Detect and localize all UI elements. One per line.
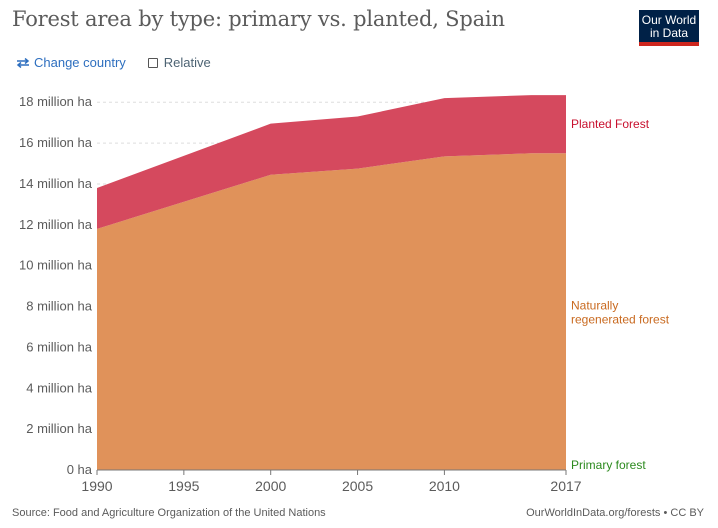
relative-checkbox[interactable] [147, 57, 158, 68]
x-tick-label: 2000 [255, 478, 286, 494]
y-tick-label: 6 million ha [26, 339, 93, 354]
logo-line1: Our World [641, 13, 697, 27]
source-link[interactable]: OurWorldInData.org/forests • CC BY [526, 507, 704, 519]
source-note: Source: Food and Agriculture Organizatio… [12, 507, 326, 519]
y-tick-label: 18 million ha [19, 94, 93, 109]
forest-area-chart: 0 ha 2 million ha 4 million ha 6 million ha… [19, 94, 670, 494]
chart-title: Forest area by type: primary vs. planted… [12, 7, 505, 31]
series-label-planted-forest: Planted Forest [571, 117, 650, 131]
y-tick-label: 14 million ha [19, 176, 93, 191]
series-label-naturally-regenerated-forest: Naturally regenerated forest [571, 299, 670, 327]
owid-logo[interactable]: Our World in Data [639, 10, 699, 46]
swap-arrows-icon [16, 57, 30, 68]
x-tick-label: 1995 [168, 478, 199, 494]
change-country-label: Change country [34, 55, 126, 70]
x-tick-label: 1990 [81, 478, 112, 494]
area-naturally-regenerated-forest[interactable] [97, 153, 566, 470]
change-country-button[interactable]: Change country [16, 55, 126, 70]
y-tick-label: 10 million ha [19, 258, 93, 273]
x-tick-label: 2005 [342, 478, 373, 494]
chart-controls: Change country Relative [16, 55, 211, 70]
logo-line2: in Data [649, 26, 689, 40]
x-tick-label: 2010 [429, 478, 460, 494]
y-tick-label: 2 million ha [26, 421, 93, 436]
x-tick-label: 2017 [550, 478, 581, 494]
series-label-primary-forest: Primary forest [571, 458, 646, 472]
y-tick-label: 12 million ha [19, 217, 93, 232]
y-tick-label: 0 ha [67, 462, 93, 477]
y-tick-label: 4 million ha [26, 380, 93, 395]
y-tick-label: 16 million ha [19, 135, 93, 150]
area-planted-forest[interactable] [97, 95, 566, 229]
relative-label: Relative [163, 55, 211, 70]
y-tick-label: 8 million ha [26, 299, 93, 314]
relative-toggle[interactable]: Relative [147, 55, 211, 70]
